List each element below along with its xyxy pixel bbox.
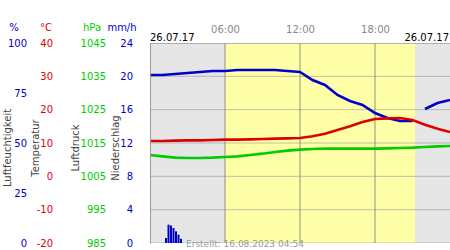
tick-label: 24: [120, 38, 133, 49]
tick: 18:00: [361, 24, 390, 43]
tick-label: -20: [37, 238, 53, 249]
bar: [170, 226, 172, 244]
bar: [175, 231, 177, 243]
tick: 0: [47, 171, 150, 182]
bar: [165, 238, 167, 243]
date-label: 26.07.17: [404, 32, 449, 43]
tick: 20: [120, 71, 150, 82]
bar: [178, 235, 180, 243]
tick-label: -10: [37, 204, 53, 215]
tick: 10: [40, 138, 150, 149]
tick-label: 10: [40, 138, 53, 149]
tick-label: 4: [127, 204, 133, 215]
date-label: 26.07.17: [150, 32, 195, 43]
tick: 1035: [81, 71, 150, 82]
grid-line: [225, 43, 226, 243]
tick-label: 30: [40, 71, 53, 82]
tick-label: 0: [21, 238, 27, 249]
tick: 24: [120, 38, 150, 49]
tick-label: 18:00: [361, 24, 390, 35]
axis-line: [150, 44, 151, 244]
tick-label: 40: [40, 38, 53, 49]
axis-title: Luftdruck: [70, 124, 81, 171]
tick-label: 985: [87, 238, 106, 249]
tick: 25: [14, 188, 150, 199]
tick: 1045: [81, 38, 150, 49]
tick-label: 0: [47, 171, 53, 182]
axis-title: Temperatur: [30, 118, 41, 177]
grid: [150, 43, 450, 243]
line: [150, 118, 450, 141]
axis-line: [151, 43, 450, 44]
tick-label: 50: [14, 138, 27, 149]
footer: Erstellt: 16.08.2023 04:54: [186, 239, 304, 249]
plot-area: [150, 70, 450, 243]
axis-line: [150, 44, 151, 244]
tick: 100: [8, 38, 150, 49]
tick-label: 16: [120, 104, 133, 115]
tick: 40: [40, 38, 150, 49]
tick-label: 1005: [81, 171, 106, 182]
y-axis: -20-10010203040: [37, 38, 151, 249]
tick-label: 25: [14, 188, 27, 199]
tick-label: 20: [120, 71, 133, 82]
grid-line: [375, 43, 376, 243]
y-axis: 985 995 1005 1015 1025 1035 1045: [81, 38, 151, 249]
tick-label: 995: [87, 204, 106, 215]
tick: -10: [37, 204, 150, 215]
plot-background: [150, 43, 450, 243]
axis-line: [150, 44, 151, 244]
tick-label: 1045: [81, 38, 106, 49]
y-axis: 0 4 8 12 16 20 24: [120, 38, 150, 249]
tick: 1025: [81, 104, 150, 115]
tick: -20: [37, 238, 150, 249]
axis-unit: hPa: [83, 22, 101, 33]
tick-label: 1015: [81, 138, 106, 149]
tick: 20: [40, 104, 150, 115]
tick-label: 06:00: [211, 24, 240, 35]
chart: 0 25 50 75 100% Luftfeuchtigkeit -20 -10 0 10 20 30…: [0, 0, 450, 250]
tick: 12:00: [286, 24, 315, 43]
bar: [168, 225, 170, 243]
axis-title: Niederschlag: [110, 115, 121, 180]
tick: 12: [120, 138, 150, 149]
tick-label: 75: [14, 88, 27, 99]
tick-label: 1025: [81, 104, 106, 115]
tick: 995: [87, 204, 150, 215]
bar: [180, 239, 182, 243]
tick: 4: [127, 204, 150, 215]
tick: 985: [87, 238, 150, 249]
tick: 30: [40, 71, 150, 82]
tick-label: 0: [127, 238, 133, 249]
axis-unit: °C: [40, 22, 52, 33]
tick: 75: [14, 88, 150, 99]
tick-label: 12: [120, 138, 133, 149]
line: [150, 70, 450, 121]
tick-label: 1035: [81, 71, 106, 82]
axis-line: [150, 44, 151, 244]
tick-label: 20: [40, 104, 53, 115]
x-axis: 06:00 12:00 18:00: [151, 24, 450, 44]
tick-label: 8: [127, 171, 133, 182]
bar: [173, 228, 175, 243]
tick: 0: [21, 238, 150, 249]
axis-unit: %: [9, 22, 19, 33]
y-axis: 0255075100: [8, 38, 151, 249]
line: [150, 146, 450, 158]
axis-title: Luftfeuchtigkeit: [2, 109, 13, 187]
tick: 0: [127, 238, 150, 249]
tick: 06:00: [211, 24, 240, 43]
tick-label: 12:00: [286, 24, 315, 35]
axis-unit: mm/h: [107, 22, 136, 33]
tick: 8: [127, 171, 150, 182]
tick: 16: [120, 104, 150, 115]
tick-label: 100: [8, 38, 27, 49]
